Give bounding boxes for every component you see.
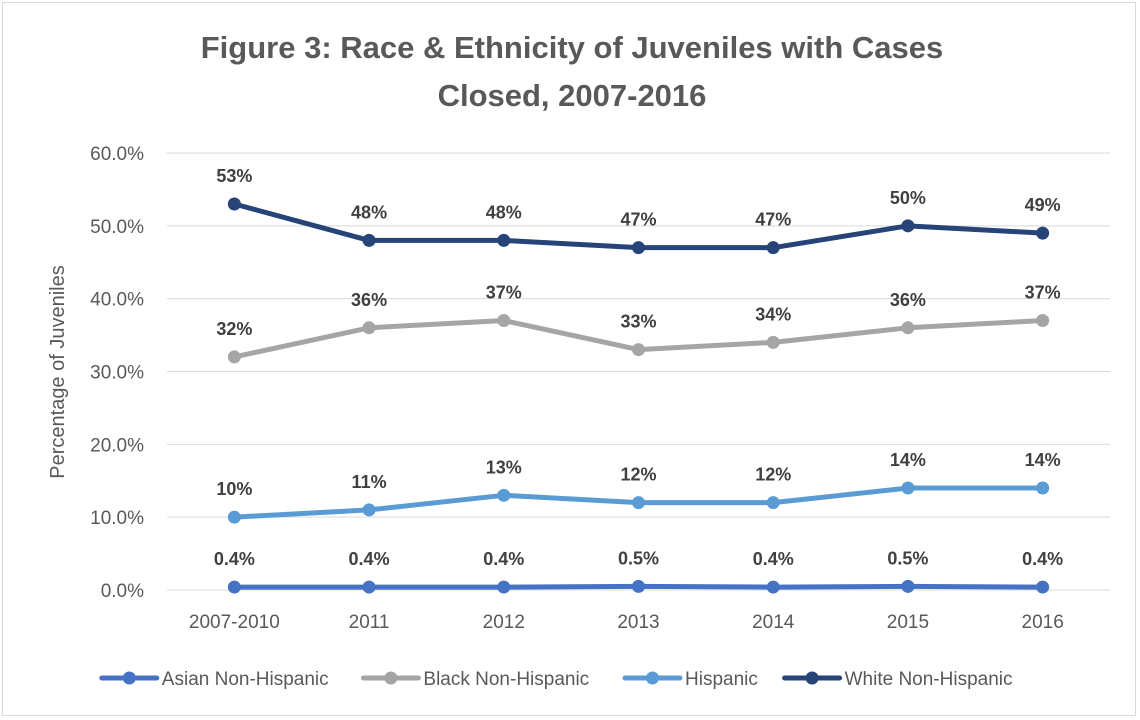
data-label: 47% [755, 210, 791, 230]
data-label: 0.4% [753, 549, 794, 569]
series [227, 197, 1050, 255]
x-axis: 2007-2010 2011 2012 2013 2014 2015 2016 [189, 612, 1064, 633]
series [227, 579, 1050, 594]
data-point [1036, 314, 1050, 328]
data-label: 0.4% [214, 549, 255, 569]
data-label: 48% [486, 202, 522, 222]
data-label: 33% [620, 312, 656, 332]
data-point [1036, 580, 1050, 594]
series [227, 481, 1050, 524]
data-label: 48% [351, 202, 387, 222]
data-label: 53% [216, 166, 252, 186]
y-axis: 0.0% 10.0% 20.0% 30.0% 40.0% 50.0% 60.0% [90, 144, 144, 602]
legend-swatch-marker [122, 671, 136, 685]
chart-title-line-1: Figure 3: Race & Ethnicity of Juveniles … [201, 30, 944, 65]
data-label: 12% [620, 465, 656, 485]
data-label: 0.4% [349, 549, 390, 569]
x-tick-label: 2016 [1022, 612, 1064, 633]
data-point [227, 350, 241, 364]
data-label: 10% [216, 479, 252, 499]
data-point [632, 496, 645, 510]
legend-item: Asian Non-Hispanic [99, 669, 329, 690]
data-point [766, 241, 780, 255]
y-tick-label: 20.0% [90, 435, 144, 456]
data-point [362, 503, 376, 517]
data-label: 34% [755, 304, 791, 324]
x-tick-label: 2014 [752, 612, 795, 633]
data-point [497, 488, 511, 502]
x-tick-label: 2013 [617, 612, 659, 633]
legend-label: Asian Non-Hispanic [162, 669, 329, 690]
y-tick-label: 40.0% [90, 290, 144, 311]
x-tick-label: 2012 [483, 612, 525, 633]
chart-title: Figure 3: Race & Ethnicity of Juveniles … [201, 30, 944, 113]
data-point [227, 510, 241, 524]
x-tick-label: 2007-2010 [189, 612, 280, 633]
data-label: 0.5% [618, 548, 659, 568]
data-point [901, 321, 915, 335]
data-point [1036, 226, 1050, 240]
data-point [497, 233, 511, 247]
data-label: 0.5% [887, 548, 928, 568]
legend: Asian Non-Hispanic Black Non-Hispanic Hisp… [99, 669, 1013, 690]
x-tick-label: 2015 [887, 612, 929, 633]
y-tick-label: 10.0% [90, 508, 144, 529]
legend-item: Hispanic [622, 669, 758, 690]
data-point [632, 579, 645, 593]
legend-label: White Non-Hispanic [845, 669, 1013, 690]
legend-swatch-marker [805, 671, 819, 685]
data-point [901, 579, 915, 593]
data-label: 11% [352, 472, 387, 492]
chart-title-line-2: Closed, 2007-2016 [438, 78, 707, 113]
data-labels: 0.4% 0.4% 0.4% 0.5% 0.4% 0.5% 0.4% 32% 36% 37% 33%… [214, 166, 1063, 569]
data-point [766, 496, 780, 510]
y-tick-label: 0.0% [101, 581, 144, 602]
data-label: 14% [1025, 450, 1061, 470]
data-point [632, 343, 645, 357]
data-point [362, 321, 376, 335]
legend-label: Black Non-Hispanic [423, 669, 589, 690]
data-point [901, 219, 915, 233]
data-label: 32% [216, 319, 252, 339]
data-label: 36% [890, 290, 926, 310]
data-label: 0.4% [483, 549, 524, 569]
data-label: 14% [890, 450, 926, 470]
data-label: 37% [486, 283, 522, 303]
data-label: 37% [1025, 283, 1061, 303]
data-point [1036, 481, 1050, 495]
data-point [227, 580, 241, 594]
data-point [901, 481, 915, 495]
data-label: 12% [755, 465, 791, 485]
data-point [362, 580, 376, 594]
series [227, 314, 1050, 364]
data-point [766, 580, 780, 594]
y-tick-label: 30.0% [90, 363, 144, 384]
data-label: 47% [620, 210, 656, 230]
legend-label: Hispanic [685, 669, 758, 690]
data-label: 0.4% [1022, 549, 1063, 569]
legend-swatch-marker [646, 671, 659, 685]
y-tick-label: 50.0% [90, 217, 144, 238]
y-tick-label: 60.0% [90, 144, 144, 165]
data-label: 36% [351, 290, 387, 310]
y-axis-label: Percentage of Juveniles [47, 265, 69, 478]
data-point [497, 580, 511, 594]
data-label: 49% [1025, 195, 1061, 215]
data-point [227, 197, 241, 211]
data-label: 13% [486, 457, 522, 477]
data-label: 50% [890, 188, 926, 208]
x-tick-label: 2011 [349, 612, 390, 633]
legend-swatch-marker [384, 671, 398, 685]
data-point [766, 335, 780, 349]
data-point [362, 233, 376, 247]
legend-item: Black Non-Hispanic [360, 669, 589, 690]
data-point [497, 314, 511, 328]
data-point [632, 241, 645, 255]
plot-series [227, 197, 1050, 594]
legend-item: White Non-Hispanic [782, 669, 1013, 690]
